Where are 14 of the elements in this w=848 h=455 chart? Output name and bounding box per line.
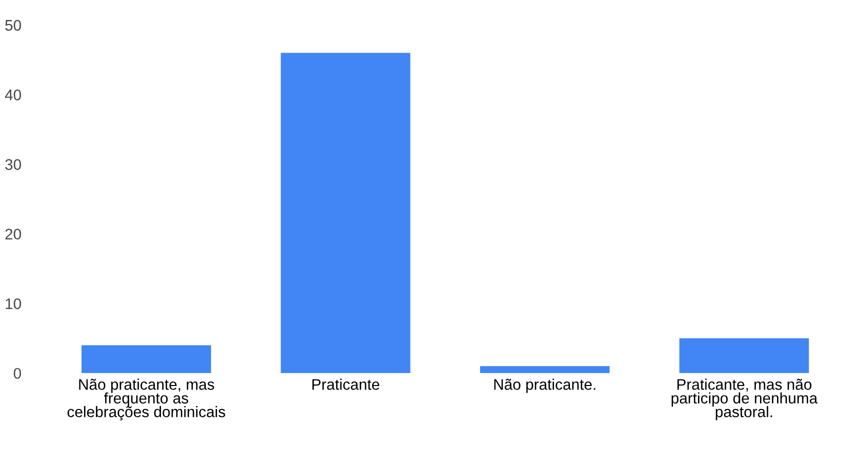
- bar: [82, 345, 212, 374]
- x-tick-label: Praticante: [312, 378, 380, 390]
- y-tick-label: 30: [5, 159, 22, 170]
- x-tick-label: Praticante, mas não participo de nenhuma pastoral.: [672, 378, 818, 420]
- x-tick-label: Não praticante, mas frequento as celebrações dominicais: [68, 378, 226, 420]
- bar: [679, 338, 809, 374]
- y-tick-label: 20: [5, 228, 22, 240]
- bar: [480, 366, 610, 374]
- y-tick-label: 10: [6, 298, 22, 310]
- y-tick-label: 40: [5, 90, 22, 100]
- bar: [280, 52, 410, 374]
- x-tick-label: Não praticante.: [494, 378, 596, 393]
- y-tick-label: 50: [5, 20, 22, 31]
- y-tick-label: 0: [14, 368, 22, 379]
